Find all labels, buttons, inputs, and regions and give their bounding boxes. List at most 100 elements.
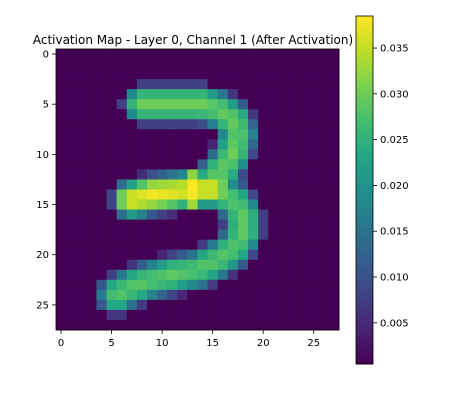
- heatmap-cell: [328, 69, 340, 80]
- heatmap-cell: [106, 269, 118, 281]
- heatmap-cell: [157, 129, 168, 140]
- heatmap-cell: [126, 199, 138, 210]
- heatmap-cell: [197, 129, 209, 140]
- colorbar-segment: [356, 349, 373, 353]
- heatmap-cell: [318, 109, 330, 120]
- heatmap-cell: [146, 49, 158, 60]
- heatmap-cell: [86, 159, 97, 170]
- heatmap-cell: [187, 89, 198, 100]
- heatmap-cell: [136, 249, 148, 261]
- heatmap-cell: [298, 69, 310, 80]
- heatmap-cell: [106, 149, 118, 160]
- heatmap-cell: [126, 179, 138, 190]
- heatmap-cell: [227, 199, 239, 210]
- heatmap-cell: [288, 109, 299, 120]
- heatmap-cell: [66, 139, 77, 150]
- heatmap-cell: [126, 129, 138, 140]
- colorbar-segment: [356, 262, 373, 266]
- heatmap-cell: [187, 99, 198, 110]
- heatmap-cell: [157, 89, 168, 100]
- heatmap-cell: [126, 189, 138, 200]
- x-tick-label: 0: [58, 338, 64, 349]
- heatmap-cell: [76, 149, 87, 160]
- heatmap-cell: [318, 129, 330, 140]
- heatmap-cell: [56, 279, 67, 291]
- colorbar-segment: [356, 149, 373, 153]
- heatmap-cell: [76, 279, 87, 291]
- heatmap-cell: [258, 269, 269, 281]
- heatmap-cell: [298, 259, 310, 271]
- heatmap-cell: [268, 289, 279, 301]
- heatmap-cell: [106, 249, 118, 261]
- heatmap-cell: [328, 269, 340, 281]
- heatmap-cell: [298, 319, 310, 331]
- heatmap-cell: [237, 119, 249, 130]
- heatmap-cell: [167, 99, 178, 110]
- heatmap-cell: [146, 159, 158, 170]
- heatmap-cell: [116, 129, 128, 140]
- heatmap-cell: [197, 79, 209, 90]
- heatmap-cell: [248, 289, 259, 301]
- heatmap-cell: [258, 69, 269, 80]
- colorbar-segment: [356, 335, 373, 339]
- heatmap-cell: [76, 249, 87, 261]
- colorbar-segment: [356, 210, 373, 214]
- heatmap-cell: [258, 209, 269, 221]
- heatmap-cell: [187, 209, 198, 221]
- colorbar-segment: [356, 221, 373, 226]
- heatmap-cell: [187, 169, 198, 180]
- heatmap-cell: [328, 249, 340, 261]
- heatmap-cell: [56, 49, 67, 60]
- heatmap-cell: [126, 319, 138, 331]
- heatmap-cell: [278, 149, 289, 160]
- colorbar-segment: [356, 65, 373, 69]
- heatmap-cell: [66, 89, 77, 100]
- heatmap-cell: [298, 199, 310, 210]
- y-tick-label: 10: [36, 150, 49, 161]
- heatmap-cell: [106, 239, 118, 251]
- heatmap-cell: [308, 209, 320, 221]
- heatmap-cell: [197, 299, 209, 311]
- colorbar-segment: [356, 71, 373, 75]
- heatmap-cell: [126, 99, 138, 110]
- heatmap-cell: [56, 209, 67, 221]
- heatmap-cell: [268, 69, 279, 80]
- heatmap-cell: [136, 269, 148, 281]
- heatmap-cell: [217, 249, 229, 261]
- heatmap-cell: [177, 189, 188, 200]
- heatmap-cell: [278, 119, 289, 130]
- colorbar-segment: [356, 120, 373, 124]
- heatmap-cell: [217, 139, 229, 150]
- heatmap-cell: [187, 129, 198, 140]
- heatmap-cell: [308, 69, 320, 80]
- heatmap-cell: [318, 299, 330, 311]
- heatmap-cell: [116, 219, 128, 231]
- heatmap-cell: [328, 129, 340, 140]
- heatmap-cell: [288, 219, 299, 231]
- heatmap-cell: [197, 229, 209, 241]
- heatmap-cell: [197, 69, 209, 80]
- heatmap-cell: [177, 209, 188, 221]
- heatmap-cell: [106, 159, 118, 170]
- heatmap-cell: [227, 59, 239, 70]
- heatmap-cell: [136, 209, 148, 221]
- heatmap-cell: [268, 189, 279, 200]
- heatmap-cell: [268, 109, 279, 120]
- heatmap-cell: [217, 309, 229, 321]
- heatmap-cell: [248, 269, 259, 281]
- heatmap-cell: [318, 69, 330, 80]
- plot-frame: [55, 48, 340, 331]
- colorbar-segment: [356, 103, 373, 107]
- colorbar-segment: [356, 59, 373, 63]
- heatmap-cell: [328, 189, 340, 200]
- heatmap-cell: [258, 159, 269, 170]
- heatmap-cell: [146, 129, 158, 140]
- heatmap-cell: [167, 259, 178, 271]
- heatmap-cell: [136, 129, 148, 140]
- heatmap-cell: [278, 159, 289, 170]
- heatmap-cell: [268, 299, 279, 311]
- heatmap-cell: [86, 269, 97, 281]
- colorbar-tick-label: 0.020: [380, 181, 409, 192]
- heatmap-cell: [157, 259, 168, 271]
- heatmap-cell: [258, 169, 269, 180]
